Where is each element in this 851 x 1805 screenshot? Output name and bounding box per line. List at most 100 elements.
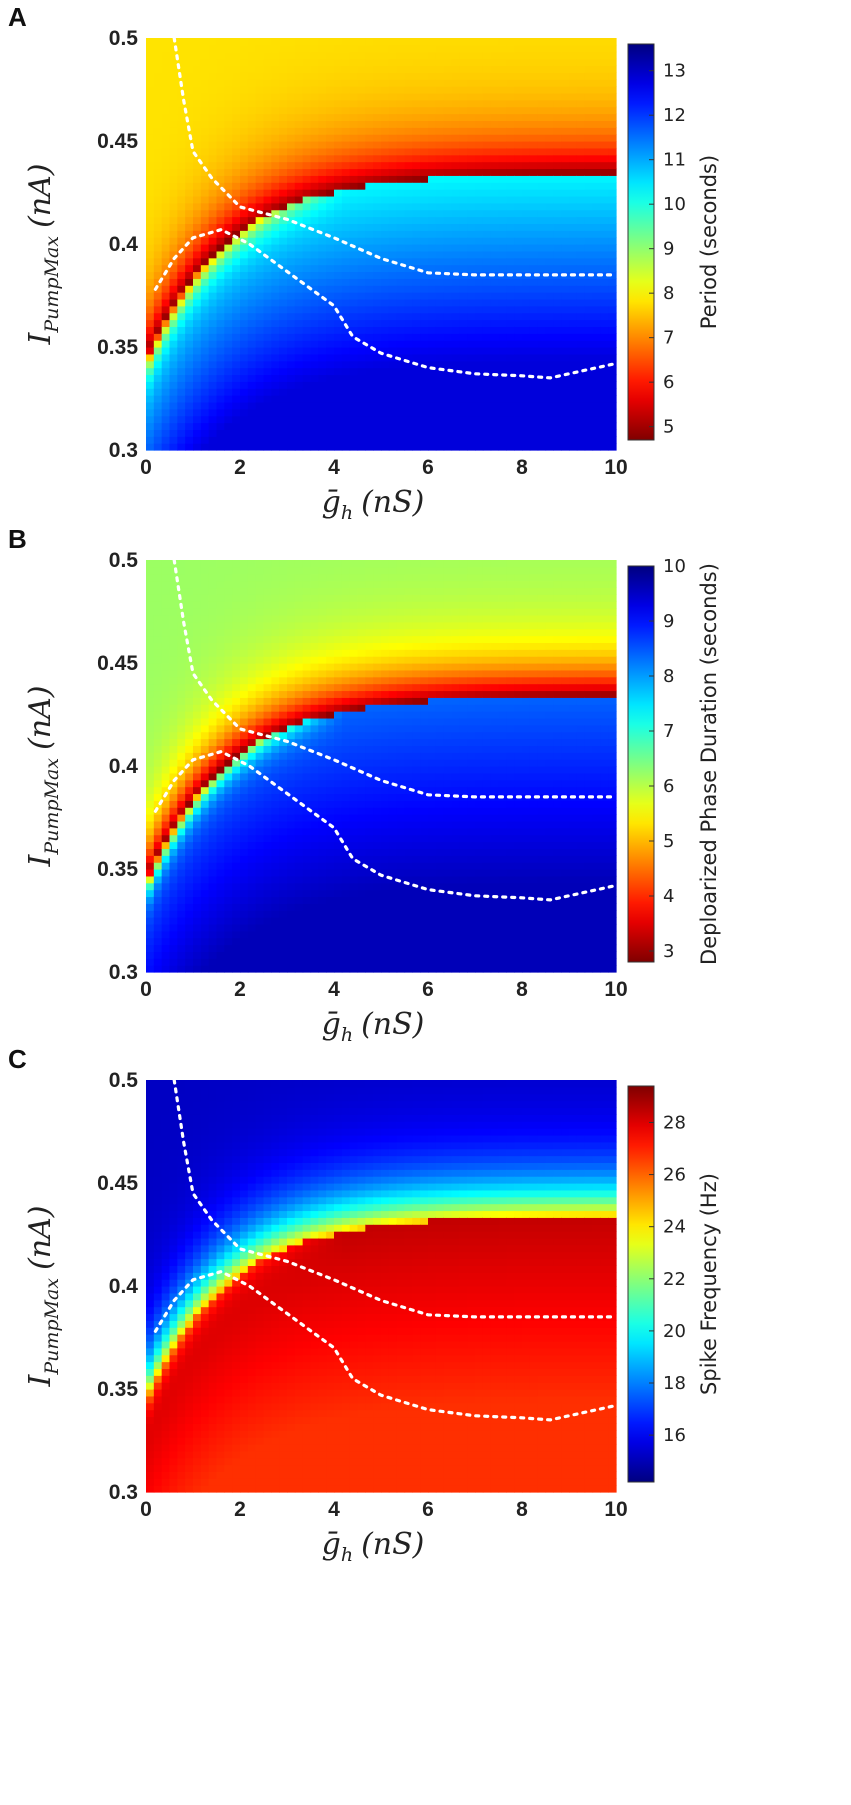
heatmap-cell bbox=[592, 340, 601, 348]
heatmap-cell bbox=[200, 195, 210, 204]
heatmap-cell bbox=[161, 965, 171, 973]
heatmap-cell bbox=[208, 271, 218, 279]
heatmap-cell bbox=[435, 319, 445, 327]
heatmap-cell bbox=[537, 147, 547, 156]
heatmap-cell bbox=[302, 244, 312, 252]
heatmap-cell bbox=[357, 305, 366, 314]
heatmap-cell bbox=[247, 319, 257, 327]
heatmap-cell bbox=[396, 58, 406, 67]
heatmap-cell bbox=[224, 395, 233, 403]
heatmap-cell bbox=[255, 944, 265, 952]
heatmap-cell bbox=[482, 92, 492, 101]
heatmap-cell bbox=[310, 298, 319, 307]
heatmap-cell bbox=[310, 141, 319, 149]
heatmap-cell bbox=[200, 848, 210, 856]
heatmap-cell bbox=[451, 189, 460, 197]
heatmap-cell bbox=[247, 752, 257, 760]
heatmap-cell bbox=[232, 99, 241, 108]
heatmap-cell bbox=[310, 820, 319, 829]
heatmap-cell bbox=[365, 113, 374, 121]
heatmap-cell bbox=[146, 711, 155, 719]
heatmap-cell bbox=[396, 388, 406, 396]
heatmap-cell bbox=[600, 106, 609, 115]
heatmap-cell bbox=[318, 395, 327, 403]
heatmap-cell bbox=[294, 580, 304, 589]
heatmap-cell bbox=[279, 264, 288, 273]
heatmap-cell bbox=[263, 800, 272, 808]
heatmap-cell bbox=[279, 759, 288, 767]
heatmap-cell bbox=[514, 415, 523, 424]
heatmap-cell bbox=[318, 862, 327, 870]
heatmap-cell bbox=[255, 292, 265, 300]
heatmap-cell bbox=[608, 244, 617, 252]
heatmap-cell bbox=[506, 223, 515, 231]
heatmap-cell bbox=[169, 202, 178, 211]
heatmap-cell bbox=[263, 642, 272, 650]
heatmap-cell bbox=[373, 58, 382, 67]
heatmap-cell bbox=[428, 244, 437, 252]
heatmap-cell bbox=[271, 683, 280, 692]
heatmap-cell bbox=[310, 560, 319, 568]
heatmap-cell bbox=[388, 415, 398, 424]
heatmap-cell bbox=[185, 869, 194, 877]
heatmap-cell bbox=[302, 704, 312, 712]
heatmap-cell bbox=[326, 395, 335, 403]
heatmap-cell bbox=[263, 347, 272, 355]
heatmap-cell bbox=[153, 278, 163, 286]
heatmap-cell bbox=[294, 621, 304, 630]
heatmap-cell bbox=[169, 79, 178, 87]
heatmap-cell bbox=[169, 745, 178, 753]
colorbar-tick-label: 11 bbox=[663, 150, 686, 171]
heatmap-cell bbox=[169, 72, 178, 80]
heatmap-cell bbox=[208, 772, 218, 781]
heatmap-cell bbox=[498, 374, 507, 382]
heatmap-cell bbox=[404, 422, 413, 430]
heatmap-cell bbox=[537, 292, 547, 300]
heatmap-cell bbox=[522, 141, 531, 149]
heatmap-cell bbox=[310, 347, 319, 355]
heatmap-cell bbox=[247, 141, 257, 149]
heatmap-cell bbox=[373, 79, 382, 87]
heatmap-cell bbox=[200, 917, 210, 925]
heatmap-cell bbox=[247, 38, 257, 46]
heatmap-cell bbox=[514, 113, 523, 121]
heatmap-cell bbox=[208, 250, 218, 259]
heatmap-cell bbox=[420, 141, 429, 149]
heatmap-cell bbox=[169, 408, 178, 417]
heatmap-cell bbox=[153, 621, 163, 630]
heatmap-cell bbox=[569, 189, 578, 197]
heatmap-cell bbox=[161, 560, 171, 568]
heatmap-cell bbox=[263, 587, 272, 595]
heatmap-cell bbox=[161, 271, 171, 279]
heatmap-cell bbox=[451, 72, 460, 80]
heatmap-cell bbox=[584, 312, 594, 321]
heatmap-cell bbox=[553, 202, 562, 211]
heatmap-cell bbox=[302, 333, 312, 341]
heatmap-cell bbox=[161, 717, 171, 726]
heatmap-cell bbox=[287, 923, 296, 932]
heatmap-cell bbox=[600, 305, 609, 314]
heatmap-cell bbox=[420, 134, 429, 142]
heatmap-cell bbox=[506, 182, 515, 190]
heatmap-cell bbox=[161, 834, 171, 843]
heatmap-cell bbox=[373, 134, 382, 142]
heatmap-cell bbox=[208, 106, 218, 115]
heatmap-cell bbox=[334, 347, 343, 355]
heatmap-cell bbox=[232, 862, 241, 870]
heatmap-cell bbox=[381, 298, 390, 307]
heatmap-cell bbox=[310, 65, 319, 73]
heatmap-cell bbox=[396, 257, 406, 266]
heatmap-cell bbox=[247, 724, 257, 733]
heatmap-cell bbox=[451, 374, 460, 382]
heatmap-cell bbox=[193, 800, 202, 808]
heatmap-cell bbox=[326, 429, 335, 437]
heatmap-cell bbox=[482, 154, 492, 163]
heatmap-cell bbox=[263, 141, 272, 149]
heatmap-cell bbox=[600, 257, 609, 266]
heatmap-cell bbox=[287, 113, 296, 121]
heatmap-cell bbox=[412, 264, 421, 273]
heatmap-cell bbox=[302, 889, 312, 898]
heatmap-cell bbox=[506, 38, 515, 46]
heatmap-cell bbox=[247, 628, 257, 637]
heatmap-cell bbox=[381, 38, 390, 46]
